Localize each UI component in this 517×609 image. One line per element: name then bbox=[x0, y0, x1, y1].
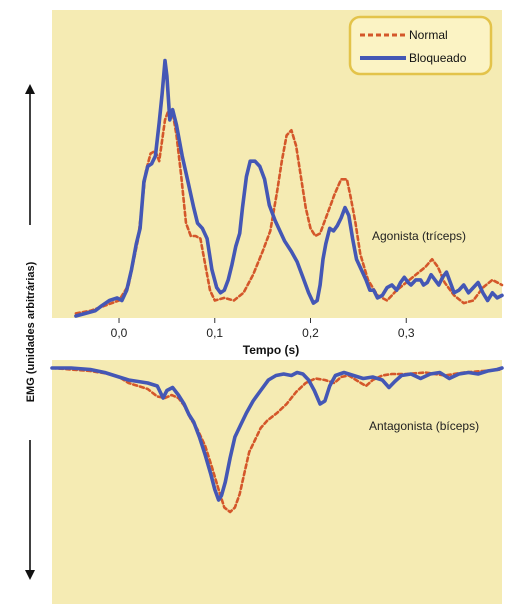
antagonist-panel: Antagonista (bíceps) bbox=[50, 360, 504, 604]
arrow-down-icon bbox=[25, 570, 35, 580]
y-axis: EMG (unidades arbitrárias) bbox=[25, 84, 37, 580]
x-axis-label: Tempo (s) bbox=[243, 343, 299, 357]
agonist-series bbox=[74, 58, 504, 318]
x-tick-label: 0,3 bbox=[398, 326, 415, 340]
agonist-normal-series-line bbox=[74, 108, 504, 315]
antagonist-blocked-series-line bbox=[50, 366, 504, 502]
agonist-label: Agonista (tríceps) bbox=[372, 229, 466, 243]
legend-normal-label: Normal bbox=[409, 28, 448, 42]
agonist-blocked-series-line bbox=[74, 58, 504, 318]
x-tick-label: 0,0 bbox=[111, 326, 128, 340]
legend[interactable]: Normal Bloqueado bbox=[348, 15, 493, 76]
legend-box bbox=[348, 15, 493, 76]
antagonist-label: Antagonista (bíceps) bbox=[369, 419, 479, 433]
legend-blocked-label: Bloqueado bbox=[409, 51, 467, 65]
x-tick-label: 0,2 bbox=[302, 326, 319, 340]
x-tick-label: 0,1 bbox=[206, 326, 223, 340]
x-axis-ticks: 0,0 0,1 0,2 0,3 bbox=[111, 318, 415, 340]
antagonist-series bbox=[50, 366, 504, 514]
arrow-up-icon bbox=[25, 84, 35, 94]
y-axis-label: EMG (unidades arbitrárias) bbox=[25, 261, 37, 402]
antagonist-panel-background bbox=[52, 360, 502, 604]
